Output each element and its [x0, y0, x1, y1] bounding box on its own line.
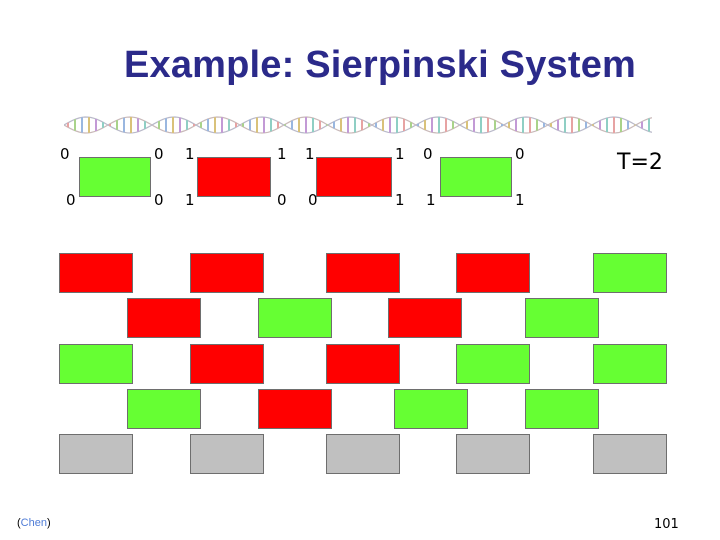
top-tile-1 [197, 157, 271, 197]
credit-close: ) [46, 517, 51, 529]
credit-name: Chen [20, 517, 47, 529]
edge-label: 1 [515, 191, 525, 209]
grid-tile [456, 434, 530, 474]
edge-label: 1 [185, 191, 195, 209]
grid-tile [258, 389, 332, 429]
dna-backbone [64, 116, 652, 134]
grid-tile [326, 253, 400, 293]
dna-backbone [64, 116, 652, 134]
grid-tile [593, 434, 667, 474]
edge-label: 0 [154, 145, 164, 163]
grid-tile [127, 389, 201, 429]
grid-tile [59, 344, 133, 384]
edge-label: 1 [426, 191, 436, 209]
edge-label: 0 [277, 191, 287, 209]
edge-label: 1 [277, 145, 287, 163]
edge-label: 0 [423, 145, 433, 163]
grid-tile [190, 344, 264, 384]
credit-open: ( [17, 517, 21, 529]
slide-title: Example: Sierpinski System [123, 44, 637, 86]
top-tile-3 [440, 157, 512, 197]
grid-tile [59, 253, 133, 293]
credit-text: (Chen) [17, 517, 51, 529]
edge-label: 0 [66, 191, 76, 209]
top-tile-0 [79, 157, 151, 197]
page-number: 101 [654, 517, 679, 532]
edge-label: 1 [185, 145, 195, 163]
grid-tile [525, 389, 599, 429]
grid-tile [190, 253, 264, 293]
grid-tile [59, 434, 133, 474]
edge-label: 0 [60, 145, 70, 163]
grid-tile [258, 298, 332, 338]
grid-tile [326, 434, 400, 474]
grid-tile [326, 344, 400, 384]
grid-tile [456, 344, 530, 384]
edge-label: 1 [305, 145, 315, 163]
grid-tile [525, 298, 599, 338]
edge-label: 1 [395, 145, 405, 163]
grid-tile [593, 253, 667, 293]
edge-label: 0 [515, 145, 525, 163]
time-step-label: T=2 [617, 150, 663, 175]
dna-strand-decoration [64, 116, 652, 134]
grid-tile [127, 298, 201, 338]
grid-tile [456, 253, 530, 293]
edge-label: 0 [308, 191, 318, 209]
grid-tile [394, 389, 468, 429]
grid-tile [593, 344, 667, 384]
edge-label: 0 [154, 191, 164, 209]
top-tile-2 [316, 157, 392, 197]
grid-tile [388, 298, 462, 338]
grid-tile [190, 434, 264, 474]
edge-label: 1 [395, 191, 405, 209]
